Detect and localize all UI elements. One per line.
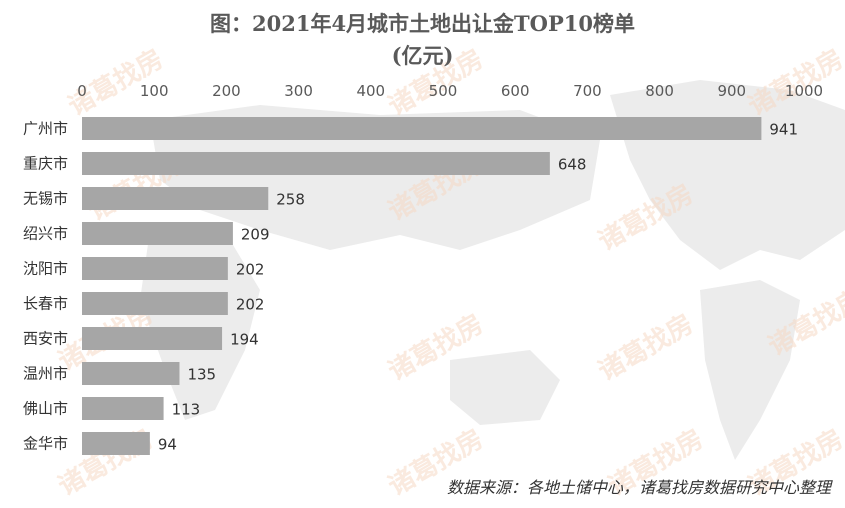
data-label: 135 xyxy=(187,366,216,384)
data-label: 202 xyxy=(236,296,265,314)
data-label: 194 xyxy=(230,331,259,349)
data-label: 202 xyxy=(236,261,265,279)
bar xyxy=(82,432,150,455)
data-label: 648 xyxy=(558,156,587,174)
x-tick-label: 100 xyxy=(140,82,169,100)
bar xyxy=(82,117,762,140)
data-label: 113 xyxy=(172,401,201,419)
category-label: 长春市 xyxy=(23,295,68,313)
x-tick-label: 300 xyxy=(284,82,313,100)
bar xyxy=(82,292,228,315)
x-tick-label: 400 xyxy=(356,82,385,100)
data-label: 258 xyxy=(276,191,305,209)
x-tick-label: 600 xyxy=(501,82,530,100)
data-label: 941 xyxy=(769,121,798,139)
map-continent-australia xyxy=(450,350,560,425)
x-tick-label: 800 xyxy=(645,82,674,100)
x-tick-label: 0 xyxy=(77,82,87,100)
category-label: 沈阳市 xyxy=(23,260,68,278)
data-label: 209 xyxy=(241,226,270,244)
map-continent-eurasia xyxy=(150,105,600,250)
category-label: 重庆市 xyxy=(23,155,68,173)
x-tick-label: 1000 xyxy=(785,82,823,100)
x-tick-label: 900 xyxy=(717,82,746,100)
chart-subtitle: (亿元) xyxy=(391,43,454,68)
bar xyxy=(82,152,550,175)
x-tick-label: 500 xyxy=(429,82,458,100)
map-continent-south-america xyxy=(700,280,800,460)
category-label: 金华市 xyxy=(23,435,68,453)
watermark-text: 诸葛找房 xyxy=(593,309,698,387)
category-label: 西安市 xyxy=(23,330,68,348)
map-continent-north-america xyxy=(610,80,845,270)
x-axis: 0 100 200 300 400 500 600 700 800 900 1000 xyxy=(77,82,823,100)
bar xyxy=(82,327,223,350)
bar xyxy=(82,257,228,280)
category-label: 广州市 xyxy=(23,120,68,138)
category-label: 温州市 xyxy=(23,365,68,383)
chart-title: 图：2021年4月城市土地出让金TOP10榜单 xyxy=(210,11,635,36)
x-tick-label: 200 xyxy=(212,82,241,100)
bar xyxy=(82,397,164,420)
category-label: 佛山市 xyxy=(23,400,68,418)
x-tick-label: 700 xyxy=(573,82,602,100)
bar xyxy=(82,222,233,245)
category-label: 无锡市 xyxy=(23,190,68,208)
bar xyxy=(82,187,269,210)
bars-group: 广州市 941 重庆市 648 无锡市 258 绍兴市 209 沈阳市 202 长春市 202 西安市 1… xyxy=(23,117,798,455)
data-label: 94 xyxy=(158,436,177,454)
bar xyxy=(82,362,180,385)
source-note: 数据来源：各地土储中心，诸葛找房数据研究中心整理 xyxy=(446,478,831,497)
category-label: 绍兴市 xyxy=(23,225,68,243)
